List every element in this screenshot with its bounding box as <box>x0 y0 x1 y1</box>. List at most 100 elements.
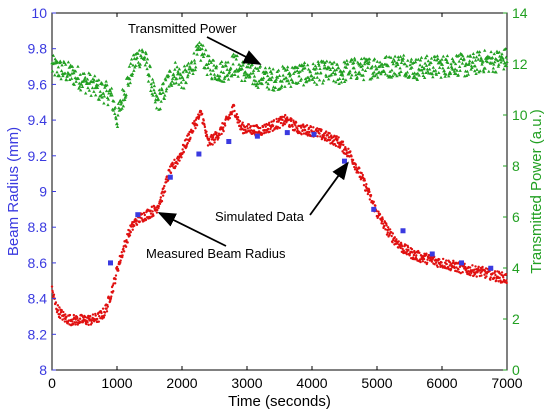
power-point <box>225 67 229 71</box>
measured-point <box>419 260 422 264</box>
power-point <box>91 77 95 81</box>
measured-point <box>474 265 477 268</box>
measured-point <box>351 158 355 162</box>
power-point <box>489 50 493 54</box>
power-point <box>435 54 440 58</box>
measured-point <box>456 270 459 273</box>
measured-point <box>122 250 126 253</box>
power-point <box>73 69 78 73</box>
power-point <box>246 65 250 69</box>
power-point <box>446 65 451 69</box>
measured-point <box>76 316 79 320</box>
power-point <box>161 90 165 94</box>
power-point <box>474 72 478 76</box>
power-point <box>418 58 423 62</box>
power-point <box>478 69 482 73</box>
power-point <box>343 61 348 65</box>
simulated-point <box>196 151 202 157</box>
measured-point <box>405 248 408 251</box>
measured-point <box>176 162 179 165</box>
power-point <box>213 75 217 79</box>
power-point <box>381 65 385 69</box>
power-point <box>358 72 362 76</box>
power-point <box>453 62 458 66</box>
power-point <box>108 88 112 92</box>
power-point <box>74 79 78 83</box>
power-point <box>139 54 143 58</box>
power-point <box>490 55 495 59</box>
x-tick-label: 3000 <box>231 375 262 391</box>
measured-point <box>63 320 67 323</box>
y-right-tick-label: 10 <box>512 107 528 123</box>
measured-point <box>350 155 353 158</box>
power-point <box>491 66 496 70</box>
power-point <box>465 69 470 73</box>
power-point <box>166 74 171 78</box>
power-point <box>129 57 134 61</box>
power-point <box>325 59 329 63</box>
power-point <box>218 74 222 78</box>
measured-point <box>78 317 82 320</box>
measured-point <box>489 278 492 281</box>
annotation-label: Measured Beam Radius <box>146 246 286 261</box>
power-point <box>97 97 102 101</box>
measured-point <box>210 133 213 137</box>
measured-point <box>405 253 409 256</box>
power-point <box>102 94 107 98</box>
power-point <box>221 64 225 68</box>
measured-point <box>430 260 434 263</box>
power-point <box>433 55 437 59</box>
measured-point <box>360 171 363 175</box>
power-point <box>288 72 293 76</box>
measured-point <box>342 143 345 147</box>
x-tick-label: 6000 <box>426 375 457 391</box>
y-right-tick-label: 0 <box>512 362 520 378</box>
measured-point <box>441 257 445 261</box>
measured-point <box>218 133 221 137</box>
power-point <box>297 74 301 78</box>
measured-point <box>473 268 476 271</box>
measured-point <box>188 139 191 143</box>
power-point <box>425 67 430 71</box>
measured-point <box>223 122 226 125</box>
power-point <box>152 84 157 88</box>
measured-point <box>368 198 372 201</box>
measured-point <box>114 274 118 277</box>
power-point <box>361 67 365 71</box>
power-point <box>321 59 325 63</box>
measured-point <box>498 276 501 280</box>
power-point <box>271 67 275 71</box>
measured-point <box>303 128 307 132</box>
power-point <box>192 51 196 55</box>
y-right-tick-label: 14 <box>512 5 528 21</box>
measured-point <box>112 289 115 293</box>
power-point <box>77 86 81 90</box>
power-point <box>203 66 208 70</box>
measured-point <box>263 123 266 126</box>
power-point <box>244 75 248 79</box>
measured-point <box>353 165 356 169</box>
measured-point <box>381 222 385 225</box>
power-point <box>139 56 144 60</box>
power-point <box>105 83 109 87</box>
power-point <box>164 78 168 82</box>
power-point <box>315 75 319 79</box>
measured-point <box>424 261 427 264</box>
power-point <box>333 72 338 76</box>
power-point <box>272 88 276 92</box>
plot-frame <box>51 12 508 371</box>
y-right-tick-label: 8 <box>512 158 520 174</box>
measured-point <box>323 138 327 142</box>
power-point <box>312 80 317 84</box>
power-point <box>236 74 240 78</box>
measured-point <box>163 190 167 193</box>
power-point <box>331 79 336 83</box>
measured-point <box>54 301 58 304</box>
measured-point <box>288 125 292 129</box>
power-point <box>296 66 300 70</box>
measured-point <box>395 238 398 241</box>
measured-point <box>270 120 273 123</box>
measured-point <box>91 313 95 316</box>
annotation-arrow <box>309 161 349 216</box>
power-point <box>174 81 178 85</box>
